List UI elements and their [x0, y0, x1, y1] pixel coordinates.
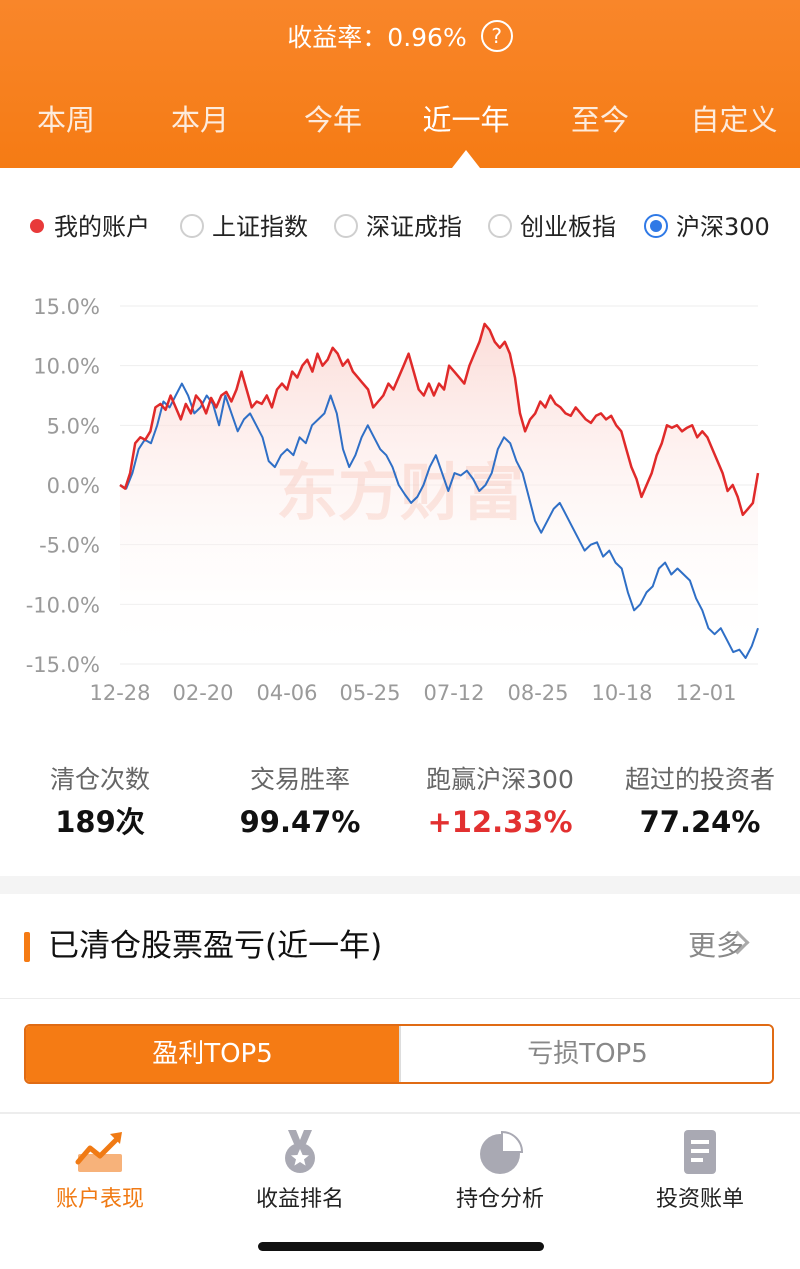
tabbar-label: 账户表现 [55, 1187, 144, 1212]
stats-row: 清仓次数 189次 交易胜率 99.47% 跑赢沪深300 +12.33% 超过… [0, 760, 800, 850]
radio-icon[interactable] [488, 214, 512, 238]
segment-profit-top5[interactable]: 盈利TOP5 [26, 1026, 399, 1082]
tabbar-item-return-ranking[interactable]: 收益排名 [200, 1124, 400, 1216]
return-rate: 收益率：0.96%? [0, 18, 800, 58]
stat-beat-investors: 超过的投资者 77.24% [600, 760, 800, 844]
tabbar-divider [0, 1112, 800, 1114]
y-tick-label: -10.0% [26, 593, 100, 617]
performance-chart: 15.0% 10.0% 5.0% 0.0% -5.0% -10.0% -15.0% 12-2… [26, 295, 760, 705]
document-icon [684, 1130, 716, 1174]
stat-beat-csi300: 跑赢沪深300 +12.33% [400, 760, 600, 844]
x-tick-label: 04-06 [256, 681, 317, 705]
legend-shenzhen-index[interactable]: 深证成指 [334, 205, 462, 249]
tab-custom[interactable]: 自定义 [690, 103, 778, 137]
stat-label: 超过的投资者 [624, 765, 775, 794]
more-link[interactable]: 更多 [687, 929, 744, 962]
tab-last-year[interactable]: 近一年 [422, 103, 510, 137]
x-tick-label: 10-18 [591, 681, 652, 705]
stat-value: 77.24% [639, 805, 761, 839]
y-tick-label: -5.0% [39, 534, 100, 558]
legend-label: 创业板指 [520, 213, 616, 241]
stat-label: 清仓次数 [49, 765, 150, 794]
tabbar-label: 收益排名 [255, 1187, 344, 1212]
red-dot-icon [30, 219, 44, 233]
y-tick-label: 0.0% [47, 474, 100, 498]
y-tick-label: 15.0% [33, 295, 100, 319]
help-icon[interactable]: ? [480, 20, 513, 52]
tabbar-label: 投资账单 [655, 1187, 744, 1212]
series-line-my-account [119, 322, 760, 517]
x-tick-label: 08-25 [507, 681, 568, 705]
return-rate-label: 收益率： [287, 23, 388, 52]
x-tick-label: 12-01 [675, 681, 736, 705]
legend-csi300[interactable]: 沪深300 [644, 205, 770, 249]
y-tick-label: 10.0% [33, 355, 100, 379]
radio-icon[interactable] [334, 214, 358, 238]
period-tabs: 本周 本月 今年 近一年 至今 自定义 [0, 96, 800, 144]
tab-month[interactable]: 本月 [170, 103, 229, 137]
account-area [120, 323, 758, 664]
pie-chart-icon [480, 1130, 524, 1174]
x-tick-label: 05-25 [339, 681, 400, 705]
section-divider [0, 876, 800, 894]
y-tick-label: 5.0% [47, 414, 100, 438]
cleared-stocks-section: 已清仓股票盈亏(近一年) 更多 [0, 894, 800, 999]
legend-shanghai-index[interactable]: 上证指数 [180, 205, 308, 249]
legend-chinext-index[interactable]: 创业板指 [488, 205, 616, 249]
tab-to-date[interactable]: 至今 [570, 103, 629, 137]
legend-my-account: 我的账户 [30, 205, 150, 249]
trend-chart-icon [75, 1132, 122, 1172]
legend-label: 沪深300 [676, 213, 770, 241]
tabbar-item-investment-bill[interactable]: 投资账单 [600, 1124, 800, 1216]
tab-week[interactable]: 本周 [36, 103, 95, 137]
x-tick-label: 02-20 [172, 681, 233, 705]
stat-value: 99.47% [239, 805, 361, 839]
chart-legend: 我的账户 上证指数 深证成指 创业板指 沪深300 [0, 205, 800, 249]
tabbar-item-holdings-analysis[interactable]: 持仓分析 [400, 1124, 600, 1216]
x-tick-label: 07-12 [423, 681, 484, 705]
watermark-text: 东方财富 [276, 456, 524, 529]
tabbar-item-account-performance[interactable]: 账户表现 [0, 1124, 200, 1216]
stat-win-rate: 交易胜率 99.47% [200, 760, 400, 844]
home-indicator [258, 1242, 544, 1251]
y-tick-label: -15.0% [26, 653, 100, 677]
tab-year-to-date[interactable]: 今年 [303, 103, 362, 137]
stat-value: +12.33% [427, 805, 573, 839]
return-rate-value: 0.96% [387, 23, 467, 52]
x-tick-label: 12-28 [89, 681, 150, 705]
section-title: 已清仓股票盈亏(近一年) [48, 928, 383, 964]
top5-segmented-control: 盈利TOP5 亏损TOP5 [24, 1024, 774, 1084]
active-tab-indicator [452, 150, 480, 168]
series-line-csi300 [119, 382, 759, 659]
stat-label: 跑赢沪深300 [426, 765, 574, 794]
header: 收益率：0.96%? 本周 本月 今年 近一年 至今 自定义 [0, 0, 800, 168]
radio-icon[interactable] [180, 214, 204, 238]
legend-label: 深证成指 [366, 213, 462, 241]
tabbar-label: 持仓分析 [455, 1187, 544, 1212]
stat-clear-count: 清仓次数 189次 [0, 760, 200, 844]
stat-label: 交易胜率 [249, 765, 350, 794]
legend-label: 我的账户 [54, 213, 150, 241]
segment-loss-top5[interactable]: 亏损TOP5 [399, 1026, 772, 1082]
x-axis-labels: 12-28 02-20 04-06 05-25 07-12 08-25 10-18 12-01 [89, 681, 736, 705]
y-axis-labels: 15.0% 10.0% 5.0% 0.0% -5.0% -10.0% -15.0% [26, 295, 100, 677]
medal-icon [285, 1130, 315, 1173]
section-accent-bar [24, 932, 30, 962]
radio-selected-icon[interactable] [644, 214, 668, 238]
stat-value: 189次 [55, 805, 145, 839]
legend-label: 上证指数 [212, 213, 308, 241]
